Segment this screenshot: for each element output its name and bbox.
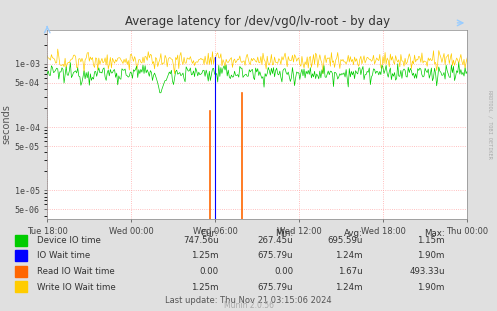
Text: Max:: Max:	[424, 229, 445, 238]
Text: Last update: Thu Nov 21 03:15:06 2024: Last update: Thu Nov 21 03:15:06 2024	[165, 296, 332, 305]
Text: 1.90m: 1.90m	[417, 252, 445, 260]
Text: 0.00: 0.00	[274, 267, 293, 276]
Text: Munin 2.0.56: Munin 2.0.56	[224, 301, 273, 310]
Text: 675.79u: 675.79u	[258, 252, 293, 260]
Text: 1.24m: 1.24m	[335, 283, 363, 291]
Text: 1.25m: 1.25m	[191, 283, 219, 291]
Text: 695.59u: 695.59u	[328, 236, 363, 245]
Text: IO Wait time: IO Wait time	[37, 252, 90, 260]
Text: 1.24m: 1.24m	[335, 252, 363, 260]
Title: Average latency for /dev/vg0/lv-root - by day: Average latency for /dev/vg0/lv-root - b…	[125, 15, 390, 28]
Text: 267.45u: 267.45u	[257, 236, 293, 245]
Text: 0.00: 0.00	[200, 267, 219, 276]
Y-axis label: seconds: seconds	[2, 104, 12, 144]
Text: 1.90m: 1.90m	[417, 283, 445, 291]
Text: Cur:: Cur:	[201, 229, 219, 238]
Text: Device IO time: Device IO time	[37, 236, 101, 245]
Text: Avg:: Avg:	[344, 229, 363, 238]
Text: 1.67u: 1.67u	[338, 267, 363, 276]
Text: Min:: Min:	[275, 229, 293, 238]
Text: RRDTOOL / TOBI OETIKER: RRDTOOL / TOBI OETIKER	[487, 90, 492, 159]
Text: 675.79u: 675.79u	[258, 283, 293, 291]
Text: 1.15m: 1.15m	[417, 236, 445, 245]
Text: Write IO Wait time: Write IO Wait time	[37, 283, 116, 291]
Text: Read IO Wait time: Read IO Wait time	[37, 267, 115, 276]
Text: 747.56u: 747.56u	[183, 236, 219, 245]
Text: 1.25m: 1.25m	[191, 252, 219, 260]
Text: 493.33u: 493.33u	[410, 267, 445, 276]
